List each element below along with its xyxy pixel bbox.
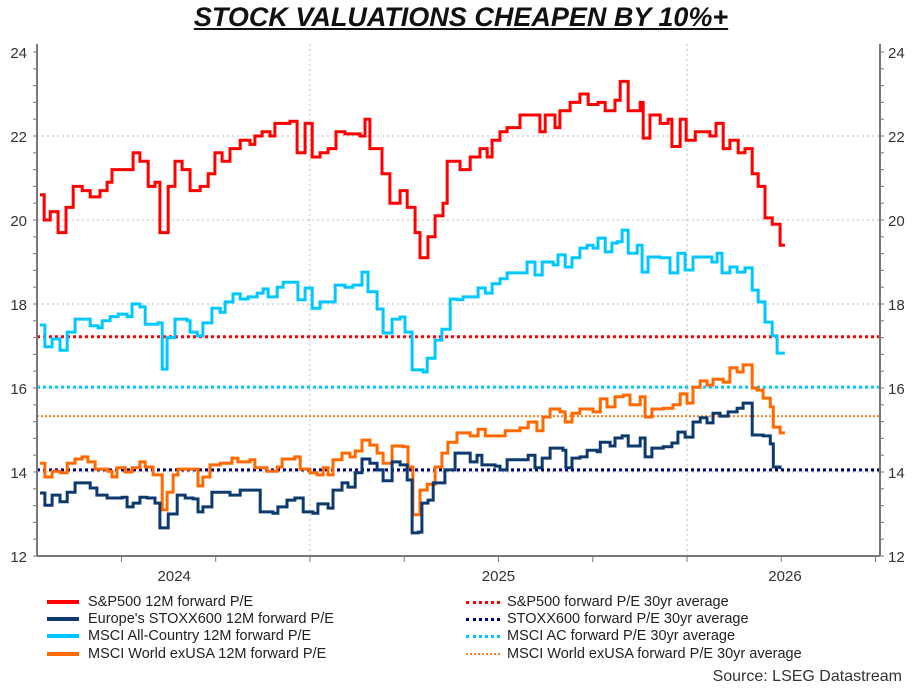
legend-label: S&P500 forward P/E 30yr average bbox=[507, 594, 729, 610]
legend-label: MSCI AC forward P/E 30yr average bbox=[507, 628, 736, 644]
y-tick-label-left: 16 bbox=[10, 381, 27, 398]
legend-swatch bbox=[466, 635, 500, 638]
series-line bbox=[40, 401, 782, 535]
axes: 12 12 14 14 16 16 18 18 20 20 22 22 24 24 2024 2025 2026 bbox=[10, 44, 905, 585]
y-tick-label-right: 24 bbox=[888, 45, 905, 62]
y-tick-label-left: 22 bbox=[10, 129, 27, 146]
legend-label: MSCI All-Country 12M forward P/E bbox=[88, 628, 312, 644]
x-tick-label: 2025 bbox=[482, 568, 515, 585]
y-tick-label-left: 18 bbox=[10, 297, 27, 314]
y-tick-label-right: 14 bbox=[888, 465, 905, 482]
x-tick-label: 2026 bbox=[768, 568, 801, 585]
y-tick-label-left: 24 bbox=[10, 45, 27, 62]
y-tick-label-right: 18 bbox=[888, 297, 905, 314]
y-tick-label-left: 12 bbox=[10, 549, 27, 566]
legend-label: MSCI World exUSA forward P/E 30yr averag… bbox=[507, 646, 802, 662]
y-tick-label-left: 20 bbox=[10, 213, 27, 230]
legend-label: MSCI World exUSA 12M forward P/E bbox=[88, 646, 327, 662]
chart-title: STOCK VALUATIONS CHEAPEN BY 10%+ bbox=[193, 2, 729, 32]
legend-swatch bbox=[47, 600, 79, 604]
y-tick-label-right: 16 bbox=[888, 381, 905, 398]
y-tick-label-right: 12 bbox=[888, 549, 905, 566]
series-line bbox=[40, 228, 785, 374]
x-tick-label: 2024 bbox=[158, 568, 191, 585]
legend-swatch bbox=[47, 634, 79, 638]
legend-label: STOXX600 forward P/E 30yr average bbox=[507, 611, 749, 627]
average-lines bbox=[37, 335, 880, 472]
legend-swatch bbox=[466, 653, 500, 655]
legend-swatch bbox=[466, 601, 500, 604]
legend-swatch bbox=[47, 652, 79, 656]
series-line bbox=[40, 363, 785, 517]
legend-swatch bbox=[466, 618, 500, 621]
series-line bbox=[40, 79, 785, 260]
source-note: Source: LSEG Datastream bbox=[712, 668, 902, 685]
series-lines bbox=[40, 79, 785, 535]
y-tick-label-right: 22 bbox=[888, 129, 905, 146]
legend-label: Europe's STOXX600 12M forward P/E bbox=[88, 611, 334, 627]
legend-swatch bbox=[47, 617, 79, 621]
y-tick-label-left: 14 bbox=[10, 465, 27, 482]
y-tick-label-right: 20 bbox=[888, 213, 905, 230]
legend-label: S&P500 12M forward P/E bbox=[88, 594, 254, 610]
